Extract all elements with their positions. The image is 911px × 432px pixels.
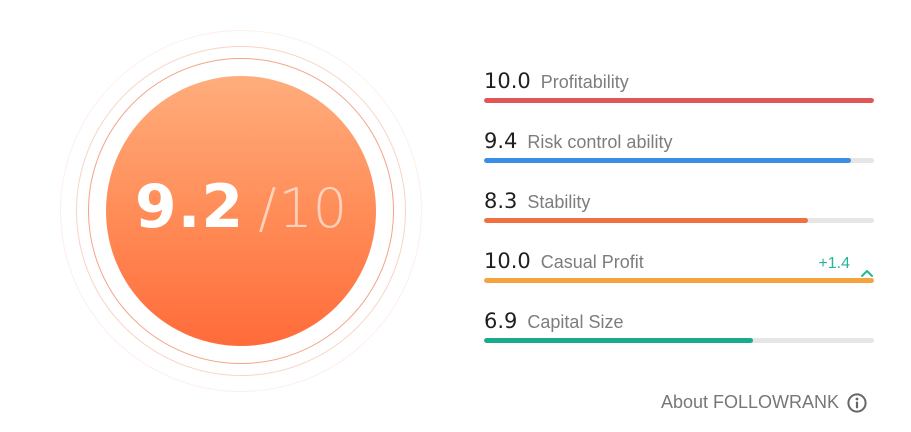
metric-profitability: 10.0 Profitability — [484, 66, 874, 126]
metric-bar-fill — [484, 218, 808, 223]
metric-list: 10.0 Profitability 9.4 Risk control abil… — [484, 66, 874, 366]
metric-value: 8.3 — [484, 189, 518, 213]
metric-label: Casual Profit — [540, 252, 644, 272]
overall-score-separator: / — [258, 177, 277, 240]
info-icon[interactable] — [847, 392, 867, 413]
score-ring-outer — [60, 30, 422, 392]
metric-bar-track — [484, 98, 874, 103]
metric-label: Profitability — [540, 72, 629, 92]
metric-value: 10.0 — [484, 69, 531, 93]
metric-bar-fill — [484, 278, 874, 283]
metric-label: Risk control ability — [527, 132, 673, 152]
score-ring-inner — [88, 58, 394, 364]
metric-casual-profit: 10.0 Casual Profit +1.4 — [484, 246, 874, 306]
metric-value: 6.9 — [484, 309, 518, 333]
score-ring-middle — [76, 46, 406, 376]
metric-bar-track — [484, 338, 874, 343]
overall-score-max: 10 — [278, 177, 348, 240]
metric-change[interactable]: +1.4 — [818, 249, 874, 279]
metric-bar-track — [484, 218, 874, 223]
metric-bar-track — [484, 278, 874, 283]
metric-value: 9.4 — [484, 129, 518, 153]
overall-score: 9.2 / 10 — [135, 172, 347, 242]
metric-capital-size: 6.9 Capital Size — [484, 306, 874, 366]
overall-score-value: 9.2 — [134, 172, 245, 242]
about-label: About FOLLOWRANK — [660, 392, 839, 412]
metric-label: Capital Size — [527, 312, 624, 332]
metric-bar-fill — [484, 98, 874, 103]
metric-bar-track — [484, 158, 874, 163]
metric-risk-control: 9.4 Risk control ability — [484, 126, 874, 186]
metric-label: Stability — [527, 192, 591, 212]
metric-bar-fill — [484, 158, 851, 163]
chevron-up-icon[interactable] — [860, 259, 874, 277]
metric-change-value: +1.4 — [818, 255, 850, 272]
about-followrank-link[interactable]: About FOLLOWRANK — [661, 392, 867, 413]
metric-stability: 8.3 Stability — [484, 186, 874, 246]
metric-value: 10.0 — [484, 249, 531, 273]
metric-bar-fill — [484, 338, 754, 343]
overall-score-badge: 9.2 / 10 — [106, 76, 376, 346]
